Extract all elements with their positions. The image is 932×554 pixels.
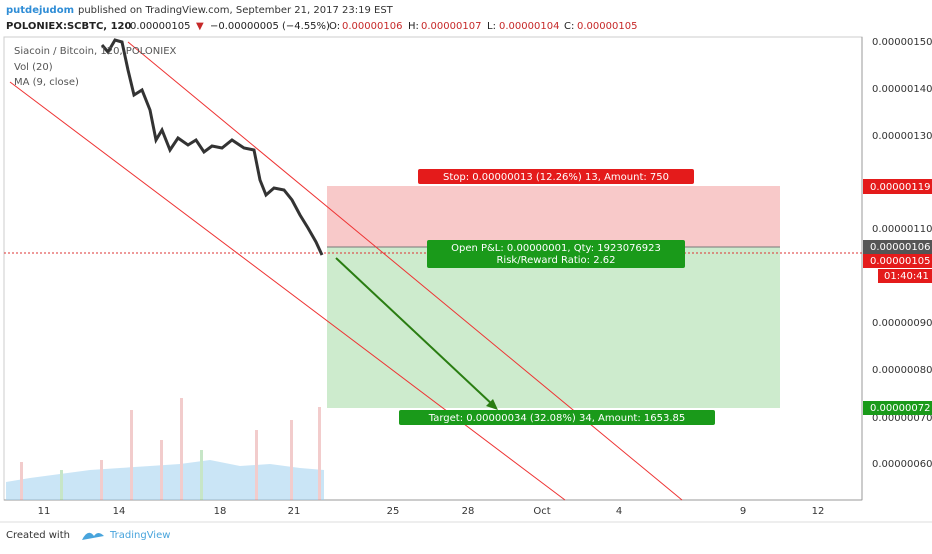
date-tick: 12 xyxy=(812,506,825,517)
volume-bar xyxy=(200,450,203,500)
date-tick: 11 xyxy=(38,506,51,517)
arrow: ▼ xyxy=(196,21,204,32)
date-tick: 21 xyxy=(288,506,301,517)
price-candles xyxy=(100,38,324,256)
date-tick: 4 xyxy=(616,506,622,517)
volume-bar xyxy=(318,407,321,500)
stop-label-box xyxy=(418,169,694,184)
date-tick: 14 xyxy=(113,506,126,517)
date-tick: Oct xyxy=(533,506,550,517)
volume-bar xyxy=(60,470,63,500)
price-tick: 0.00000060 xyxy=(872,459,932,470)
price-tick: 0.00000080 xyxy=(872,365,932,376)
volume-bar xyxy=(130,410,133,500)
legend-volume: Vol (20) xyxy=(14,62,53,73)
legend-ma: MA (9, close) xyxy=(14,77,79,88)
volume xyxy=(6,398,324,500)
high: 0.00000107 xyxy=(421,21,481,32)
ratio-label: Risk/Reward Ratio: 2.62 xyxy=(496,255,615,266)
open-badge-box xyxy=(863,240,932,254)
volume-bar xyxy=(255,430,258,500)
trend-arrow[interactable] xyxy=(335,257,495,407)
close: 0.00000105 xyxy=(577,21,637,32)
brand-logo[interactable] xyxy=(82,532,104,540)
c-label: C: xyxy=(564,21,574,32)
timer-badge: 01:40:41 xyxy=(884,271,929,282)
volume-bar xyxy=(160,440,163,500)
price-axis: 0.00000150 0.00000140 0.00000130 0.00000… xyxy=(872,37,932,470)
price-tick: 0.00000130 xyxy=(872,131,932,142)
symbol: POLONIEX:SCBTC, 120 xyxy=(6,21,131,32)
change: −0.00000005 (−4.55%) xyxy=(210,21,330,32)
price-tick: 0.00000090 xyxy=(872,318,932,329)
target-label: Target: 0.00000034 (32.08%) 34, Amount: … xyxy=(428,413,686,424)
h-label: H: xyxy=(408,21,419,32)
target-label-box xyxy=(399,410,715,425)
low: 0.00000104 xyxy=(499,21,559,32)
price-tick: 0.00000070 xyxy=(872,413,932,424)
target-badge: 0.00000072 xyxy=(870,403,930,414)
last: 0.00000105 xyxy=(130,21,190,32)
l-label: L: xyxy=(487,21,496,32)
brand[interactable]: TradingView xyxy=(109,530,170,541)
last-badge: 0.00000105 xyxy=(870,256,930,267)
last-badge-box xyxy=(863,254,932,268)
author[interactable]: putdejudom xyxy=(6,5,74,16)
volume-bar xyxy=(100,460,103,500)
price-tick: 0.00000150 xyxy=(872,37,932,48)
published: published on TradingView.com, September … xyxy=(78,5,394,16)
volume-ma xyxy=(6,460,324,500)
created-with: Created with xyxy=(6,530,70,541)
date-tick: 18 xyxy=(214,506,227,517)
arrow-head xyxy=(486,399,498,410)
pnl-label: Open P&L: 0.00000001, Qty: 1923076923 xyxy=(451,243,661,254)
date-tick: 25 xyxy=(387,506,400,517)
open-badge: 0.00000106 xyxy=(870,242,930,253)
stop-badge-box xyxy=(863,179,932,194)
volume-bar xyxy=(290,420,293,500)
target-zone[interactable] xyxy=(327,247,780,408)
timer-badge-box xyxy=(878,269,932,283)
stop-label: Stop: 0.00000013 (12.26%) 13, Amount: 75… xyxy=(443,172,669,183)
target-badge-box xyxy=(863,401,932,415)
pnl-label-box xyxy=(427,240,685,268)
price-tick: 0.00000110 xyxy=(872,224,932,235)
legend-symbol: Siacoin / Bitcoin, 120, POLONIEX xyxy=(14,46,177,57)
date-tick: 9 xyxy=(740,506,746,517)
stop-zone[interactable] xyxy=(327,186,780,247)
price-tick: 0.00000140 xyxy=(872,84,932,95)
ticker-line: POLONIEX:SCBTC, 120 0.00000105 ▼ −0.0000… xyxy=(6,21,637,32)
volume-bar xyxy=(180,398,183,500)
o-label: O: xyxy=(329,21,340,32)
volume-bar xyxy=(20,462,23,500)
open: 0.00000106 xyxy=(342,21,402,32)
date-axis: 11 14 18 21 25 28 Oct 4 9 12 xyxy=(38,506,825,517)
channel-lower[interactable] xyxy=(9,81,566,501)
stop-badge: 0.00000119 xyxy=(870,182,930,193)
date-tick: 28 xyxy=(462,506,475,517)
